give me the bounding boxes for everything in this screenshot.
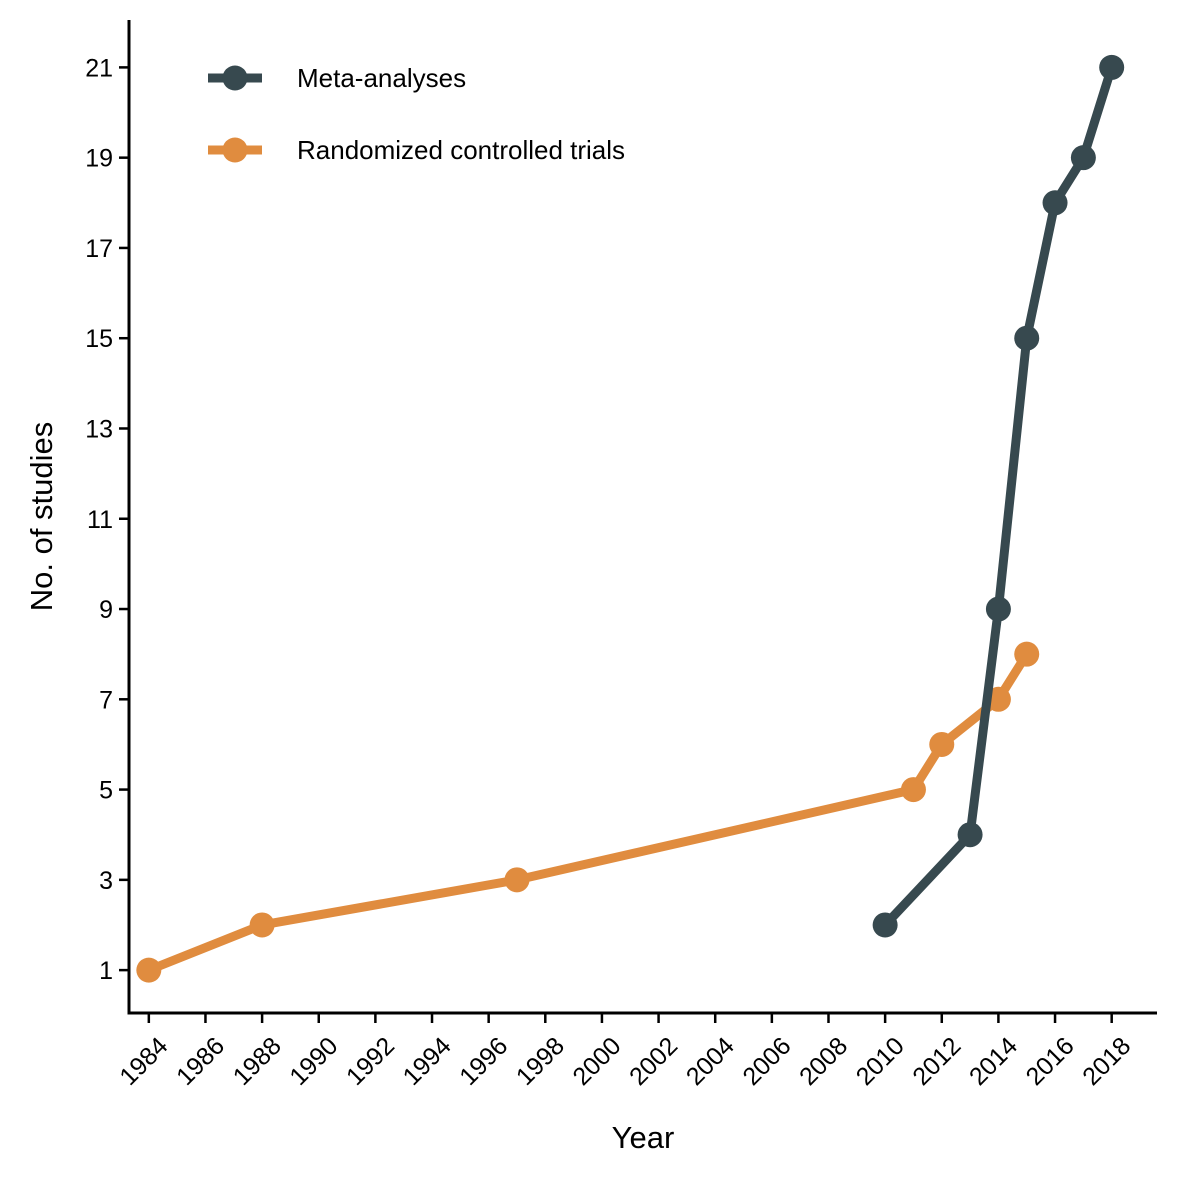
x-tick-label: 2008: [794, 1032, 853, 1091]
y-tick-label: 17: [85, 235, 113, 263]
data-point: [504, 867, 530, 893]
series-randomized-controlled-trials: [136, 641, 1040, 983]
x-tick-label: 1990: [284, 1032, 343, 1091]
y-tick-label: 9: [99, 596, 113, 624]
x-tick-label: 1996: [454, 1032, 513, 1091]
x-tick-label: 2006: [737, 1032, 796, 1091]
y-tick-label: 19: [85, 145, 113, 173]
x-tick-label: 1998: [511, 1032, 570, 1091]
data-point: [1099, 54, 1125, 80]
y-tick-label: 15: [85, 325, 113, 353]
data-point: [249, 912, 275, 938]
legend: Meta-analyses Randomized controlled trial…: [208, 63, 625, 165]
x-tick-label: 2004: [681, 1032, 740, 1091]
data-point: [1070, 145, 1096, 171]
y-tick-label: 1: [99, 957, 113, 985]
x-tick-label: 2014: [964, 1032, 1023, 1091]
x-axis-title: Year: [612, 1120, 675, 1155]
data-point: [1014, 641, 1040, 667]
legend-item: Randomized controlled trials: [208, 135, 625, 165]
x-tick-label: 2010: [851, 1032, 910, 1091]
y-tick-label: 3: [99, 867, 113, 895]
x-tick-label: 1988: [228, 1032, 287, 1091]
x-tick-label: 1984: [114, 1032, 173, 1091]
y-tick-label: 7: [99, 686, 113, 714]
x-tick-label: 2016: [1021, 1032, 1080, 1091]
y-tick-label: 13: [85, 415, 113, 443]
x-tick-label: 2012: [907, 1032, 966, 1091]
data-point: [985, 596, 1011, 622]
data-point: [872, 912, 898, 938]
data-point: [900, 777, 926, 803]
legend-label: Randomized controlled trials: [297, 135, 625, 165]
x-tick-label: 2002: [624, 1032, 683, 1091]
legend-label: Meta-analyses: [297, 63, 466, 93]
y-tick-label: 21: [85, 54, 113, 82]
data-point: [929, 731, 955, 757]
y-axis-title: No. of studies: [24, 422, 59, 612]
y-tick-label: 11: [87, 506, 113, 534]
x-tick-label: 1992: [341, 1032, 400, 1091]
data-point: [136, 957, 162, 983]
data-point: [1014, 325, 1040, 351]
x-tick-label: 1994: [398, 1032, 457, 1091]
x-tick-label: 2018: [1077, 1032, 1136, 1091]
legend-item: Meta-analyses: [208, 63, 466, 93]
series-layer: [136, 54, 1125, 983]
y-tick-label: 5: [99, 777, 113, 805]
data-point: [1042, 190, 1068, 216]
data-point: [957, 822, 983, 848]
series-meta-analyses: [872, 54, 1125, 938]
legend-marker: [222, 65, 248, 91]
x-tick-label: 1986: [171, 1032, 230, 1091]
legend-marker: [222, 137, 248, 163]
x-tick-label: 2000: [567, 1032, 626, 1091]
